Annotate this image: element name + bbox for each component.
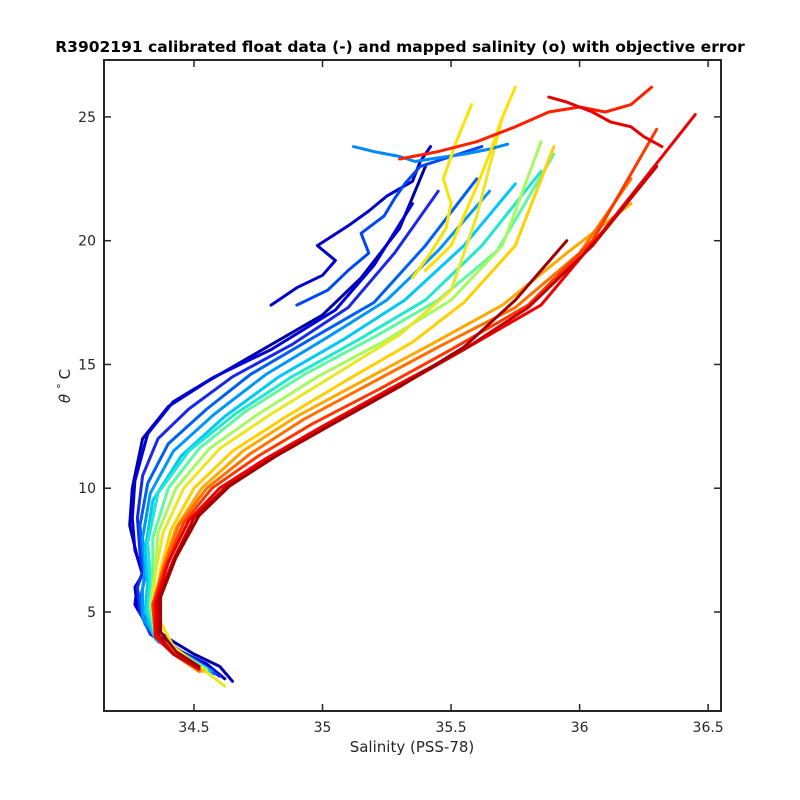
y-tick-label: 10 (78, 481, 96, 497)
x-tick-label: 35 (314, 720, 332, 736)
profile-line-18 (269, 145, 432, 307)
profile-line-1 (128, 164, 427, 683)
x-axis-label: Salinity (PSS-78) (350, 738, 475, 756)
profile-line-21 (411, 103, 474, 280)
y-axis-label-symbol: θ (56, 394, 74, 403)
x-tick-label: 36 (571, 720, 589, 736)
x-tick-label: 34.5 (178, 720, 209, 736)
plot-area-frame (103, 59, 722, 712)
y-tick-label: 25 (78, 110, 96, 126)
profile-line-19 (295, 145, 484, 307)
axis-ticks: 34.5 35 35.5 36 36.5 5 10 15 20 25 (78, 60, 724, 736)
x-tick-label: 36.5 (693, 720, 724, 736)
profile-line-10 (151, 115, 504, 688)
profile-line-17 (159, 239, 569, 668)
y-tick-label: 5 (87, 605, 96, 621)
profile-line-20 (351, 142, 510, 163)
x-tick-label: 35.5 (435, 720, 466, 736)
y-tick-label: 20 (78, 234, 96, 250)
profile-line-15 (153, 113, 697, 671)
y-axis-label-degree: ° (55, 383, 68, 389)
chart-title: R3902191 calibrated float data (-) and m… (55, 38, 745, 56)
y-tick-label: 15 (78, 357, 96, 373)
profile-line-23 (398, 85, 654, 161)
svg-text:θ°C: θ ° C (55, 369, 74, 403)
data-series-layer (128, 85, 697, 688)
y-axis-label-unit: C (56, 369, 74, 379)
y-axis-label: θ ° C (55, 369, 74, 403)
profile-line-22 (423, 85, 517, 272)
profile-line-24 (547, 95, 664, 149)
